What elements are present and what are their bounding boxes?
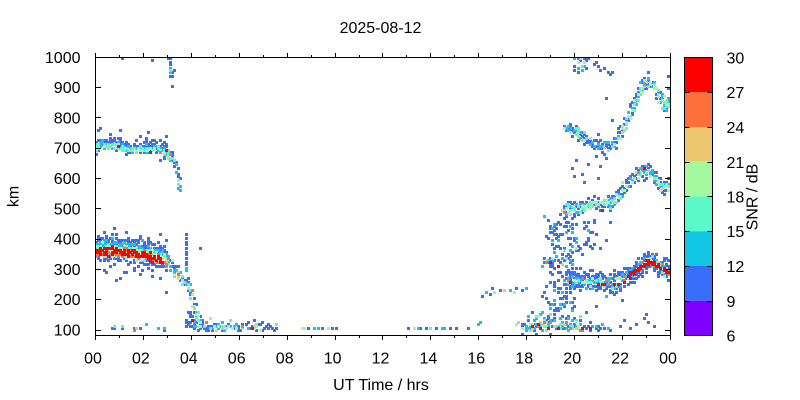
svg-text:500: 500	[54, 201, 81, 218]
svg-text:00: 00	[659, 351, 677, 368]
svg-text:14: 14	[420, 351, 438, 368]
svg-text:200: 200	[54, 292, 81, 309]
svg-text:10: 10	[324, 351, 342, 368]
svg-text:16: 16	[467, 351, 485, 368]
svg-text:900: 900	[54, 80, 81, 97]
svg-text:SNR / dB: SNR / dB	[745, 164, 762, 231]
svg-text:6: 6	[727, 329, 736, 346]
svg-text:600: 600	[54, 171, 81, 188]
svg-text:9: 9	[727, 294, 736, 311]
svg-text:20: 20	[563, 351, 581, 368]
svg-text:24: 24	[727, 120, 745, 137]
svg-text:1000: 1000	[45, 50, 81, 67]
svg-text:04: 04	[180, 351, 198, 368]
svg-text:30: 30	[727, 51, 745, 68]
svg-text:700: 700	[54, 141, 81, 158]
svg-text:15: 15	[727, 224, 745, 241]
svg-text:800: 800	[54, 110, 81, 127]
svg-text:00: 00	[84, 351, 102, 368]
svg-text:18: 18	[727, 190, 745, 207]
svg-text:12: 12	[727, 259, 745, 276]
svg-text:400: 400	[54, 232, 81, 249]
svg-text:100: 100	[54, 323, 81, 340]
svg-text:02: 02	[132, 351, 150, 368]
svg-text:300: 300	[54, 262, 81, 279]
svg-text:08: 08	[276, 351, 294, 368]
svg-text:27: 27	[727, 85, 745, 102]
svg-text:km: km	[6, 186, 23, 207]
svg-text:21: 21	[727, 155, 745, 172]
svg-text:2025-08-12: 2025-08-12	[340, 20, 422, 37]
svg-text:22: 22	[611, 351, 629, 368]
svg-text:06: 06	[228, 351, 246, 368]
svg-text:UT Time / hrs: UT Time / hrs	[333, 377, 429, 394]
svg-text:12: 12	[372, 351, 390, 368]
svg-text:18: 18	[515, 351, 533, 368]
